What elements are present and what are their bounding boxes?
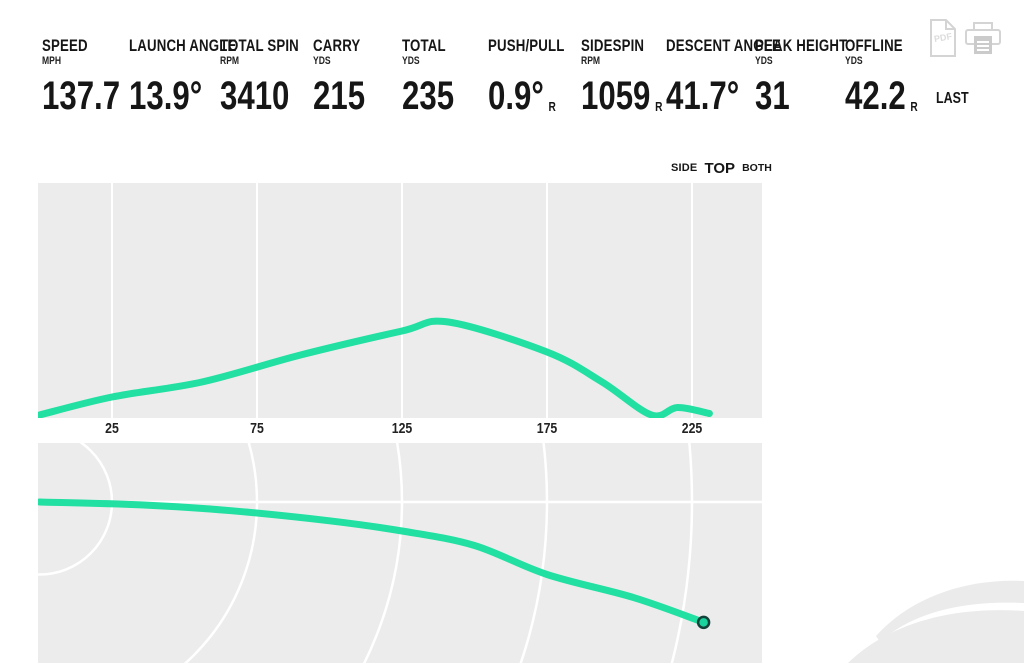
brand-watermark-logo [848, 580, 1024, 663]
metric-label: SPEED [42, 36, 88, 55]
range-arc-75yds [183, 443, 259, 663]
watermark-upper-swoosh [876, 580, 1024, 642]
metric-unit: YDS [845, 55, 863, 67]
metric-unit: MPH [42, 55, 62, 67]
metric-value: 42.2 R [845, 74, 918, 118]
metric-unit: YDS [755, 55, 773, 67]
metric-peak-height: PEAK HEIGHT YDS 31 [755, 36, 873, 116]
view-toggle: SIDE TOP BOTH [671, 157, 772, 179]
view-toggle-side[interactable]: SIDE [671, 162, 698, 174]
metric-label: TOTAL [402, 36, 446, 55]
metric-label: OFFLINE [845, 36, 903, 55]
metric-label: DESCENT ANGLE [666, 36, 782, 55]
watermark-lower-swoosh [848, 610, 1024, 663]
range-arc-125yds [362, 443, 404, 663]
metric-offline: OFFLINE YDS 42.2 R [845, 36, 938, 125]
metric-value: 1059 R [581, 74, 663, 118]
range-arc-175yds [519, 443, 549, 663]
distance-axis-labels: 25 75 125 175 225 [38, 419, 762, 441]
axis-tick-label: 25 [105, 420, 119, 437]
metric-label: PUSH/PULL [488, 36, 565, 55]
metric-sidespin: SIDESPIN RPM 1059 R [581, 36, 685, 125]
side-view-chart [38, 183, 762, 418]
metric-value: 13.9° [129, 74, 203, 118]
top-trajectory-line [38, 498, 708, 626]
axis-tick-label: 175 [536, 420, 558, 437]
shot-selector-last[interactable]: LAST [936, 90, 969, 107]
view-toggle-top[interactable]: TOP [704, 159, 736, 177]
metric-descent-angle: DESCENT ANGLE 41.7° [666, 36, 813, 116]
range-arc-225yds [670, 443, 694, 663]
metric-carry: CARRY YDS 215 [313, 36, 380, 116]
metric-label: TOTAL SPIN [220, 36, 299, 55]
metric-label: PEAK HEIGHT [755, 36, 848, 55]
range-arc-25yds [38, 443, 114, 576]
metric-total-spin: TOTAL SPIN RPM 3410 [220, 36, 321, 116]
metric-value: 137.7 [42, 74, 121, 118]
metric-unit: RPM [581, 55, 601, 67]
ball-end-marker [696, 615, 711, 630]
metric-label: CARRY [313, 36, 361, 55]
metric-value: 215 [313, 74, 366, 118]
metric-value: 235 [402, 74, 455, 118]
metric-value: 31 [755, 74, 790, 118]
axis-tick-label: 125 [391, 420, 413, 437]
axis-tick-label: 75 [250, 420, 264, 437]
metric-total: TOTAL YDS 235 [402, 36, 469, 116]
metric-value: 3410 [220, 74, 290, 118]
metric-push-pull: PUSH/PULL 0.9° R [488, 36, 586, 125]
metric-unit: YDS [402, 55, 420, 67]
metric-unit: RPM [220, 55, 240, 67]
metric-label: SIDESPIN [581, 36, 645, 55]
metric-unit: YDS [313, 55, 331, 67]
metric-label: LAUNCH ANGLE [129, 36, 237, 55]
metric-speed: SPEED MPH 137.7 [42, 36, 142, 116]
metric-value: 41.7° [666, 74, 740, 118]
pdf-export-icon[interactable]: PDF [926, 19, 960, 57]
side-trajectory-line [38, 317, 713, 418]
direction-suffix: R [910, 99, 918, 114]
pdf-icon-label: PDF [933, 31, 953, 44]
view-toggle-both[interactable]: BOTH [742, 162, 772, 174]
axis-tick-label: 225 [681, 420, 703, 437]
print-icon[interactable] [964, 21, 1002, 57]
metric-launch-angle: LAUNCH ANGLE 13.9° [129, 36, 267, 116]
direction-suffix: R [548, 99, 556, 114]
direction-suffix: R [655, 99, 663, 114]
top-view-chart [38, 443, 762, 663]
metric-value: 0.9° R [488, 74, 556, 118]
